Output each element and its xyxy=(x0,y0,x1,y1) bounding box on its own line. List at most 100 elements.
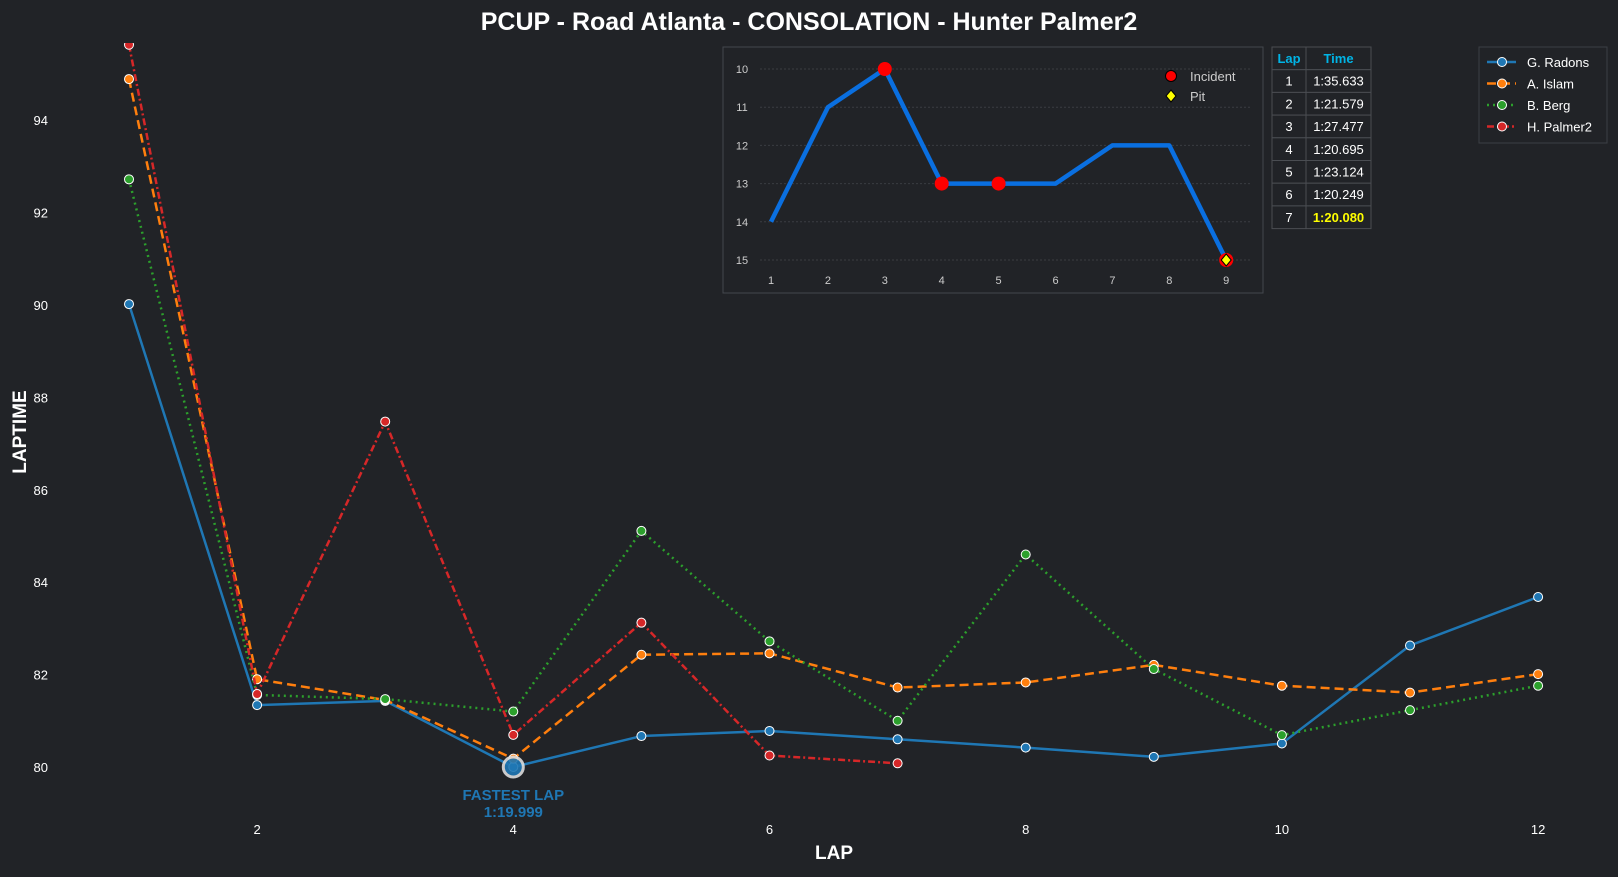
chart-title: PCUP - Road Atlanta - CONSOLATION - Hunt… xyxy=(481,8,1138,36)
inset-x-tick: 6 xyxy=(1052,275,1058,287)
data-point xyxy=(1405,640,1415,651)
table-time: 1:27.477 xyxy=(1313,119,1364,134)
data-point xyxy=(1276,730,1287,741)
y-tick-label: 92 xyxy=(34,206,48,221)
fastest-lap-time: 1:19.999 xyxy=(484,804,543,821)
y-tick-label: 86 xyxy=(34,483,48,498)
data-point xyxy=(1148,664,1159,675)
table-cell xyxy=(1305,205,1372,230)
table-time: 1:35.633 xyxy=(1313,74,1364,89)
legend-marker xyxy=(1497,100,1507,110)
fastest-lap-label: FASTEST LAP xyxy=(462,787,564,804)
data-point xyxy=(764,725,775,736)
inset-y-tick: 12 xyxy=(736,140,748,152)
data-point xyxy=(892,682,903,693)
table-time: 1:20.249 xyxy=(1313,187,1364,202)
table-time: 1:20.080 xyxy=(1313,210,1364,225)
x-tick-label: 12 xyxy=(1531,822,1545,837)
y-axis-label: LAPTIME xyxy=(10,390,31,473)
data-point xyxy=(124,74,134,85)
data-point xyxy=(124,43,134,50)
data-point xyxy=(1276,680,1287,691)
data-point xyxy=(1533,591,1544,602)
data-point xyxy=(1020,549,1031,560)
y-tick-label: 82 xyxy=(34,668,48,683)
legend-label: G. Radons xyxy=(1527,55,1590,70)
data-point xyxy=(1533,669,1544,680)
y-tick-label: 80 xyxy=(34,760,48,775)
pit-legend-label: Pit xyxy=(1190,89,1206,104)
legend-label: B. Berg xyxy=(1527,98,1570,113)
data-point xyxy=(508,729,519,740)
data-point xyxy=(1533,680,1544,691)
data-point xyxy=(1405,705,1415,716)
pit-legend-marker xyxy=(1165,89,1177,103)
y-tick-label: 94 xyxy=(34,113,48,128)
inset-x-tick: 3 xyxy=(882,275,888,287)
data-point xyxy=(636,525,647,536)
inset-y-tick: 11 xyxy=(736,102,747,114)
inset-x-tick: 9 xyxy=(1223,275,1229,287)
data-point xyxy=(1020,742,1031,753)
legend-marker xyxy=(1497,78,1507,89)
inset-x-tick: 2 xyxy=(825,275,831,287)
series-line-1 xyxy=(127,78,1539,761)
data-point xyxy=(892,734,903,745)
table-lap: 5 xyxy=(1285,165,1292,180)
table-time: 1:20.695 xyxy=(1313,142,1364,157)
table-lap: 1 xyxy=(1285,74,1292,89)
incident-marker xyxy=(934,176,949,191)
data-point xyxy=(636,731,647,742)
inset-y-tick: 13 xyxy=(736,179,748,191)
inset-frame xyxy=(722,46,1264,294)
incident-legend-label: Incident xyxy=(1190,69,1236,84)
inset-x-tick: 1 xyxy=(768,275,774,287)
data-point xyxy=(892,715,903,726)
data-point xyxy=(764,750,775,761)
x-tick-label: 8 xyxy=(1022,822,1029,837)
legend-label: A. Islam xyxy=(1527,77,1574,92)
data-point xyxy=(1405,687,1415,698)
data-point xyxy=(764,636,775,647)
data-point xyxy=(508,706,519,717)
data-point xyxy=(252,700,263,711)
table-time: 1:23.124 xyxy=(1313,165,1364,180)
data-point xyxy=(1276,738,1287,749)
inset-y-tick: 10 xyxy=(736,64,748,76)
inset-x-tick: 8 xyxy=(1166,275,1172,287)
table-lap: 2 xyxy=(1285,96,1292,111)
y-tick-label: 90 xyxy=(34,298,48,313)
incident-legend-marker xyxy=(1165,70,1177,82)
table-header: Time xyxy=(1323,51,1353,66)
inset-x-tick: 4 xyxy=(939,275,945,287)
pit-marker xyxy=(1220,253,1232,267)
data-point xyxy=(380,416,391,427)
table-lap: 7 xyxy=(1285,210,1292,225)
table-header: Lap xyxy=(1277,51,1300,66)
x-tick-label: 2 xyxy=(253,822,260,837)
x-axis-label: LAP xyxy=(815,843,853,864)
inset-x-tick: 7 xyxy=(1109,275,1115,287)
y-tick-label: 84 xyxy=(34,575,48,590)
data-point xyxy=(636,649,647,660)
inset-y-tick: 14 xyxy=(736,217,748,229)
inset-y-tick: 15 xyxy=(736,255,748,267)
fastest-lap-marker xyxy=(501,755,525,779)
data-point xyxy=(636,617,647,628)
series-line-0 xyxy=(127,303,1539,769)
data-point xyxy=(252,689,263,700)
data-point xyxy=(1020,677,1031,688)
legend-marker xyxy=(1497,57,1507,67)
table-lap: 6 xyxy=(1285,187,1292,202)
inset-x-tick: 5 xyxy=(996,275,1002,287)
x-tick-label: 4 xyxy=(510,822,517,837)
data-point xyxy=(764,648,775,659)
table-time: 1:21.579 xyxy=(1313,96,1364,111)
data-point xyxy=(892,758,903,769)
x-tick-label: 10 xyxy=(1275,822,1289,837)
data-point xyxy=(124,174,134,185)
incident-marker xyxy=(877,62,892,76)
data-point xyxy=(380,694,391,705)
incident-marker xyxy=(991,176,1006,191)
